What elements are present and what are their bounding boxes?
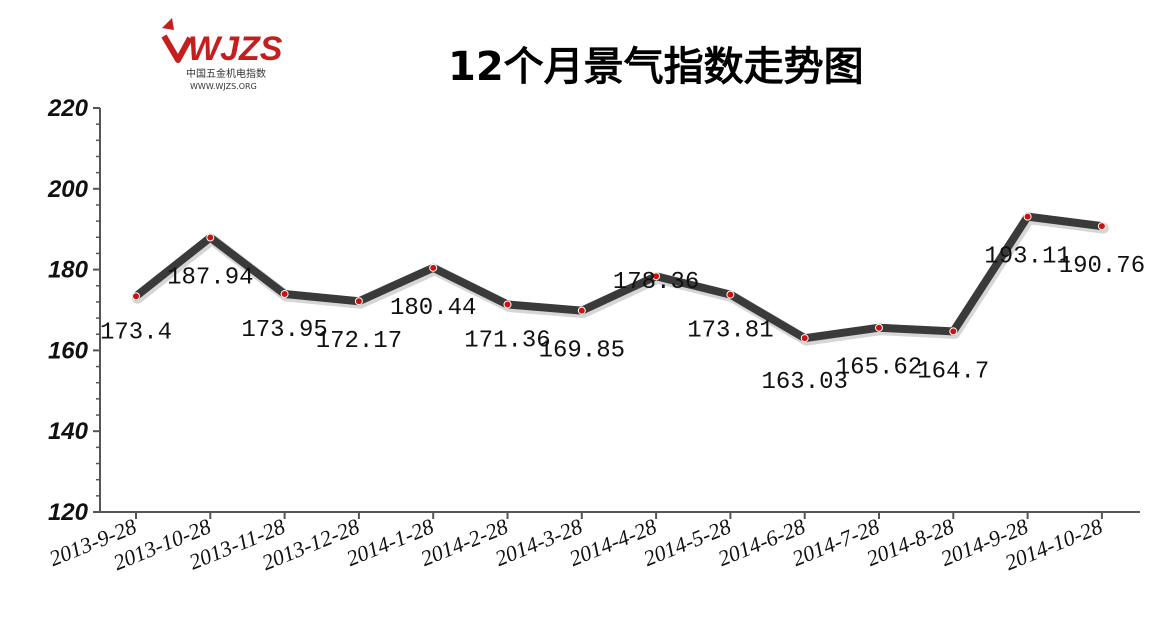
data-label: 171.36 [464,328,550,355]
data-point [503,300,512,309]
data-label: 193.11 [984,244,1070,271]
y-tick-label: 200 [47,176,89,203]
wjzs-logo: WJZS 中国五金机电指数 WWW.WJZS.ORG [161,18,283,91]
data-label: 180.44 [390,295,476,322]
data-point [577,306,586,315]
logo-subtitle: 中国五金机电指数 [186,67,266,80]
series-line-path [132,212,1106,343]
data-point [132,292,140,301]
data-point [1023,212,1032,221]
x-axis-ticks: 2013-9-282013-10-282013-11-282013-12-282… [46,512,1106,575]
data-point [280,290,289,299]
logo-mark: WJZS [188,30,283,68]
logo-url: WWW.WJZS.ORG [190,82,257,91]
data-point [800,334,809,343]
data-point [949,327,958,336]
series-markers [132,212,1106,343]
data-label: 163.03 [761,369,847,396]
data-point [206,233,215,242]
data-point [1097,222,1106,231]
data-label: 165.62 [836,355,922,382]
data-label: 173.81 [687,318,773,345]
data-label: 173.4 [100,319,172,346]
data-label: 173.95 [241,317,327,344]
series-line [132,212,1109,346]
data-label: 187.94 [167,265,253,292]
chart-title: 12个月景气指数走势图 [448,44,864,90]
data-point [354,297,363,306]
data-label: 190.76 [1059,253,1145,280]
data-point [429,263,438,272]
y-axis-ticks: 120 140 160 180 200 220 [47,95,100,526]
chart-axes [99,108,1140,513]
y-tick-label: 180 [48,257,89,284]
data-label: 169.85 [539,338,625,365]
y-tick-label: 120 [48,499,89,526]
data-point [875,323,883,332]
y-tick-label: 160 [48,337,89,364]
data-label: 164.7 [917,358,989,385]
logo-arrow-icon [161,34,193,63]
data-label: 178.36 [613,269,699,296]
data-label: 172.17 [316,328,402,355]
data-point [726,290,735,299]
y-tick-label: 140 [48,418,89,445]
y-tick-label: 220 [47,95,89,122]
data-point [652,272,661,281]
